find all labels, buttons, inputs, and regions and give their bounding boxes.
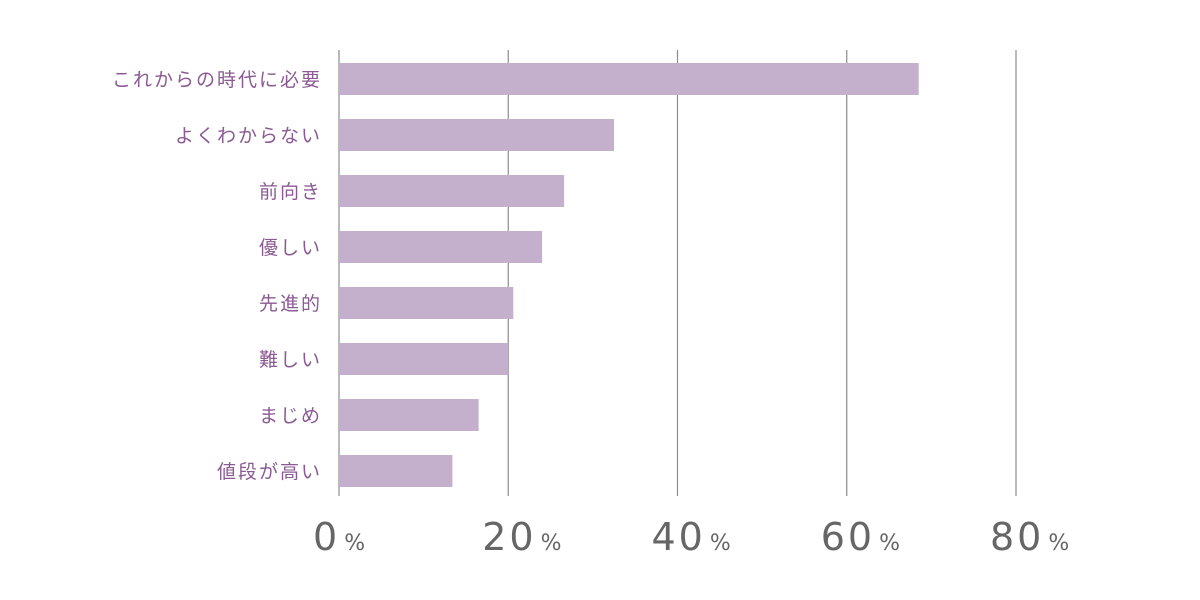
tick-number: 20: [482, 515, 536, 559]
tick-unit: %: [1048, 531, 1069, 556]
tick-number: 40: [652, 515, 706, 559]
tick-unit: %: [541, 531, 562, 556]
bar-7: [339, 399, 479, 431]
bar-1: [339, 63, 919, 95]
category-label-4: 優しい: [259, 237, 322, 259]
tick-label-0: 0%: [313, 515, 365, 559]
bar-6: [339, 343, 509, 375]
tick-label-80: 80%: [990, 515, 1069, 559]
tick-unit: %: [879, 531, 900, 556]
tick-unit: %: [710, 531, 731, 556]
category-label-8: 値段が高い: [217, 461, 322, 483]
tick-number: 0: [313, 515, 340, 559]
tick-number: 80: [990, 515, 1044, 559]
bar-3: [339, 175, 565, 207]
tick-label-20: 20%: [482, 515, 561, 559]
x-axis-ticks: 0% 20% 40% 60% 80%: [313, 515, 1069, 559]
bar-5: [339, 287, 514, 319]
tick-unit: %: [344, 531, 365, 556]
category-label-6: 難しい: [259, 349, 322, 371]
category-label-2: よくわからない: [175, 125, 322, 147]
bars: [339, 63, 919, 487]
bar-2: [339, 119, 615, 151]
tick-number: 60: [821, 515, 875, 559]
tick-label-60: 60%: [821, 515, 900, 559]
bar-4: [339, 231, 543, 263]
category-label-3: 前向き: [259, 181, 322, 203]
tick-label-40: 40%: [652, 515, 731, 559]
category-label-1: これからの時代に必要: [112, 69, 322, 91]
category-label-5: 先進的: [259, 293, 322, 315]
bar-8: [339, 455, 453, 487]
category-label-7: まじめ: [259, 405, 322, 427]
